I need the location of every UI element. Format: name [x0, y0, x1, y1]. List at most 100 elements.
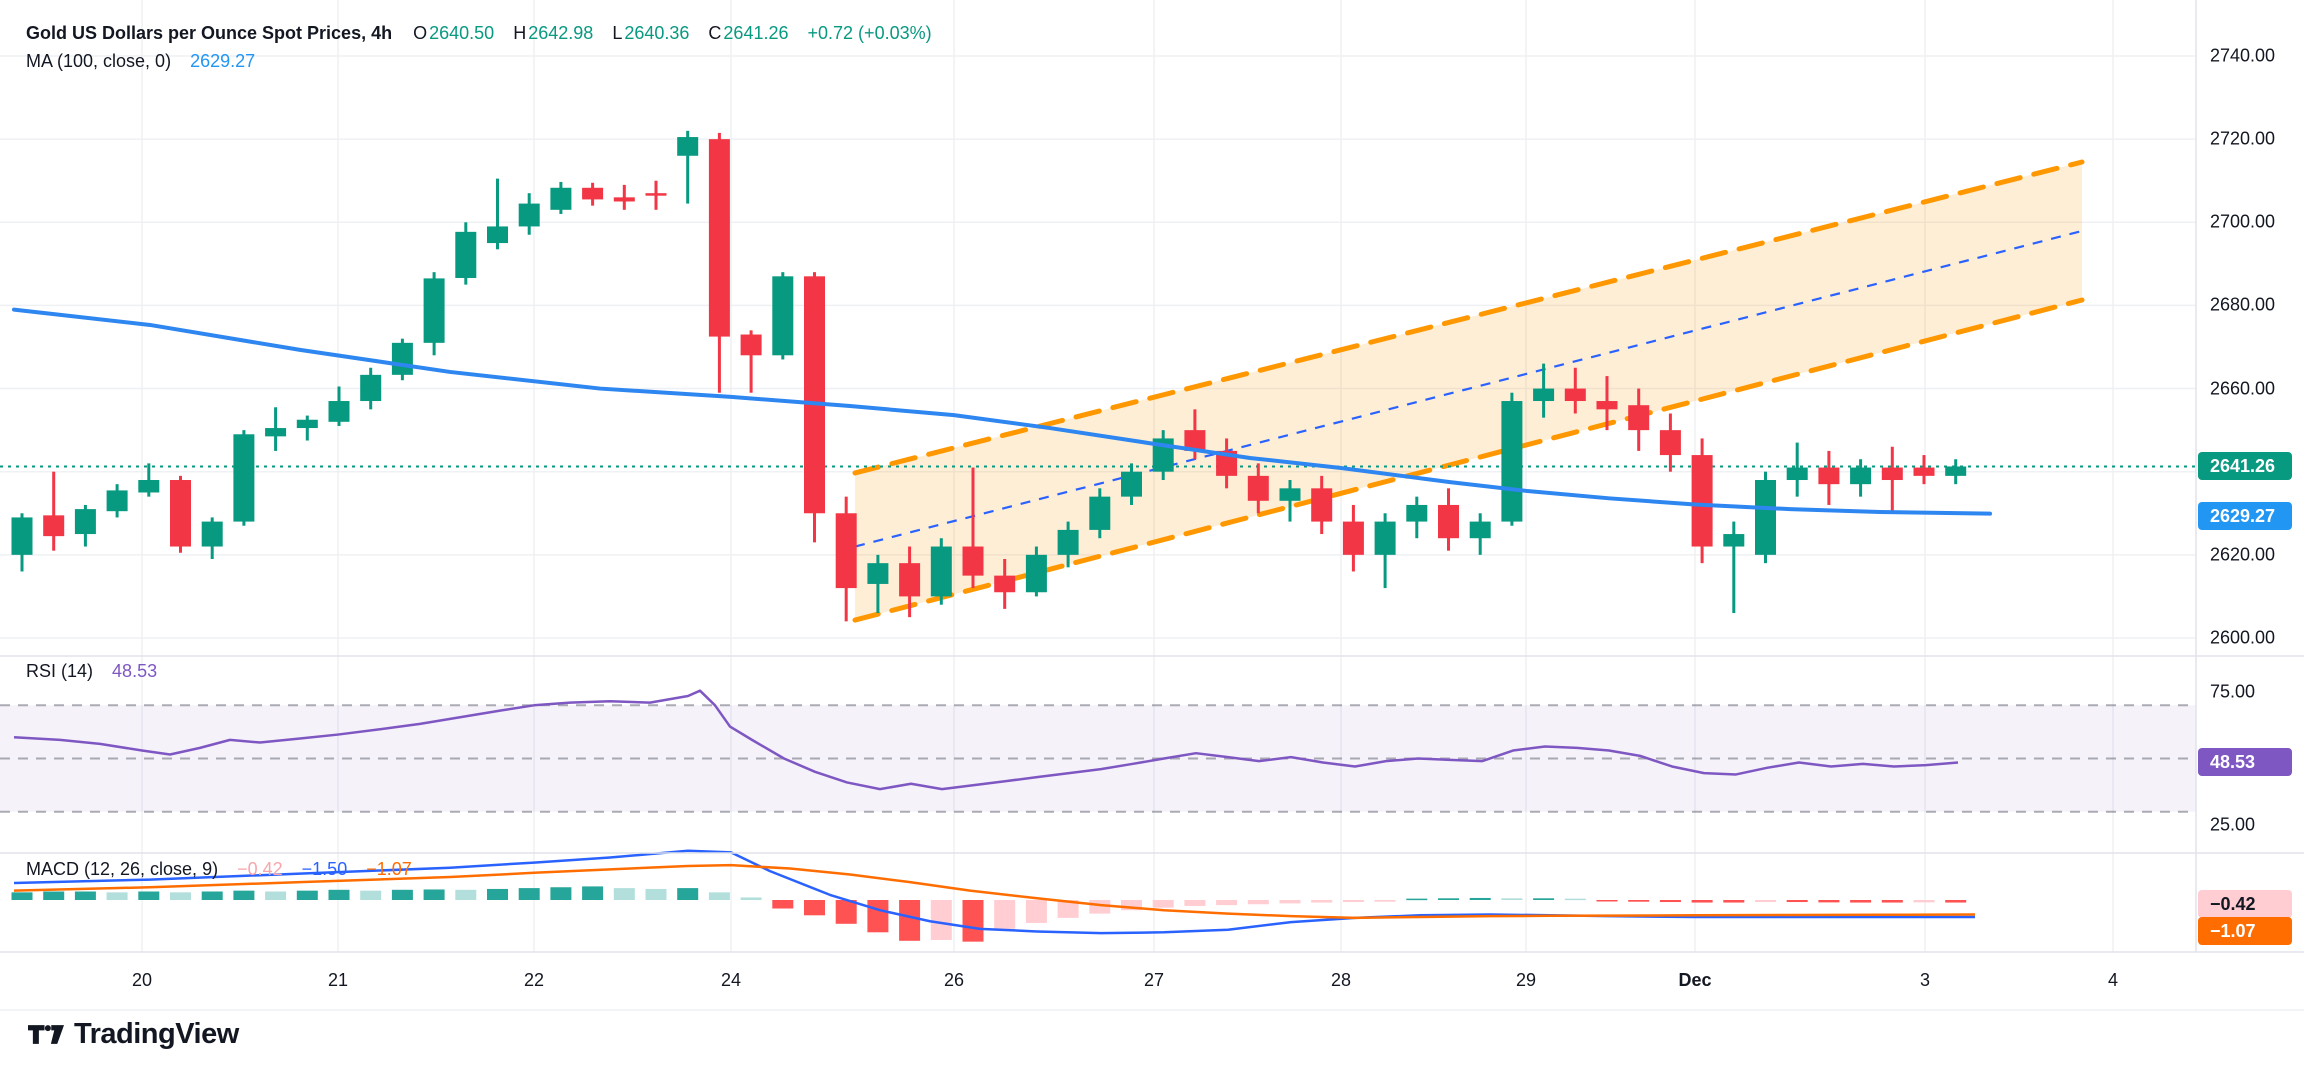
candle-body[interactable] — [677, 137, 699, 156]
time-tick-label: 29 — [1515, 970, 1537, 990]
candle-body[interactable] — [899, 563, 921, 597]
candle-body[interactable] — [1057, 529, 1079, 555]
legend-macd[interactable]: MACD (12, 26, close, 9) −0.42 −1.50 −1.0… — [26, 856, 412, 882]
price-tick-label: 2700.00 — [2210, 211, 2276, 232]
candle-body[interactable] — [645, 193, 667, 196]
candle-body[interactable] — [1374, 521, 1396, 555]
close-value: 2641.26 — [723, 23, 789, 43]
candle-body[interactable] — [835, 513, 857, 589]
candle-body[interactable] — [708, 139, 730, 337]
candle-body[interactable] — [487, 226, 508, 244]
candle-body[interactable] — [930, 546, 952, 597]
candle-body[interactable] — [1247, 475, 1269, 501]
candle-body[interactable] — [962, 546, 984, 576]
candle-wick — [971, 467, 975, 589]
macd-histogram-bar — [1723, 900, 1745, 903]
candle-body[interactable] — [550, 187, 572, 210]
candle-body[interactable] — [170, 480, 191, 547]
candle-body[interactable] — [772, 276, 794, 356]
time-tick-label: 24 — [720, 970, 742, 990]
candle-body[interactable] — [1342, 521, 1364, 555]
candle-body[interactable] — [1786, 467, 1808, 481]
candle-body[interactable] — [582, 187, 604, 200]
candle-body[interactable] — [867, 563, 889, 584]
candle-body[interactable] — [74, 509, 96, 535]
candle-body[interactable] — [994, 575, 1016, 593]
candle-body[interactable] — [423, 278, 445, 343]
candle-body[interactable] — [1881, 467, 1903, 481]
candle-body[interactable] — [804, 276, 825, 514]
legend-ma[interactable]: MA (100, close, 0) 2629.27 — [26, 48, 255, 74]
macd-signal-line[interactable] — [13, 863, 1976, 920]
candle-body[interactable] — [1596, 401, 1618, 410]
ma100-line[interactable] — [12, 307, 1992, 516]
candle-body[interactable] — [1501, 401, 1523, 522]
symbol-title[interactable]: Gold US Dollars per Ounce Spot Prices, 4… — [26, 23, 393, 43]
candle-body[interactable] — [265, 428, 287, 437]
candle-body[interactable] — [360, 374, 382, 402]
macd-histogram-bar — [804, 900, 825, 916]
candle-body[interactable] — [1818, 467, 1840, 485]
candle-body[interactable] — [1723, 534, 1745, 547]
channel-upper-line[interactable] — [852, 159, 2085, 476]
channel-lower-line[interactable] — [852, 297, 2085, 623]
macd-histogram-bar — [835, 900, 857, 924]
candle-body[interactable] — [1089, 496, 1111, 530]
candle-body[interactable] — [1945, 466, 1967, 476]
open-value: 2640.50 — [429, 23, 495, 43]
macd-histogram-bar — [43, 891, 65, 900]
macd-histogram-bar — [1945, 900, 1967, 903]
candle-wick — [147, 463, 151, 497]
candle-body[interactable] — [1913, 467, 1935, 476]
macd-histogram-bar — [1374, 900, 1396, 902]
legend-rsi[interactable]: RSI (14) 48.53 — [26, 658, 157, 684]
close-label: C — [708, 23, 722, 43]
candle-body[interactable] — [296, 419, 318, 429]
candle-body[interactable] — [1311, 488, 1333, 522]
candle-body[interactable] — [391, 342, 413, 375]
candle-body[interactable] — [43, 515, 65, 537]
macd-histogram-bar — [1057, 900, 1079, 918]
macd-histogram-bar — [328, 889, 350, 900]
tradingview-logo[interactable]: TradingView — [28, 1018, 239, 1051]
candle-body[interactable] — [613, 197, 635, 202]
macd-histogram-bar — [1533, 898, 1555, 900]
candle-body[interactable] — [1659, 430, 1681, 456]
candle-body[interactable] — [328, 401, 350, 422]
candle-body[interactable] — [1025, 554, 1047, 593]
candle-body[interactable] — [1564, 388, 1586, 402]
candle-wick — [876, 554, 880, 614]
candle-body[interactable] — [1406, 504, 1428, 522]
macd-histogram-bar — [1596, 900, 1618, 902]
candle-body[interactable] — [1850, 467, 1872, 485]
candle-body[interactable] — [1469, 521, 1491, 539]
macd-histogram-bar — [11, 892, 33, 900]
candle-body[interactable] — [1121, 471, 1142, 497]
candle-body[interactable] — [201, 521, 223, 547]
candle-body[interactable] — [518, 203, 540, 227]
rsi-value-badge: 48.53 — [2198, 748, 2292, 777]
candle-body[interactable] — [138, 480, 160, 493]
candle-body[interactable] — [1438, 504, 1459, 539]
candle-body[interactable] — [1279, 488, 1301, 501]
candle-body[interactable] — [455, 231, 477, 278]
candle-body[interactable] — [740, 334, 762, 356]
rsi-line[interactable] — [13, 689, 1959, 791]
macd-histogram-bar — [518, 888, 540, 900]
candle-body[interactable] — [233, 434, 255, 522]
candle-wick — [52, 471, 56, 551]
candle-body[interactable] — [1533, 388, 1555, 402]
channel-mid-line[interactable] — [854, 229, 2083, 548]
candle-body[interactable] — [1628, 405, 1650, 431]
candle-body[interactable] — [11, 517, 33, 555]
price-tick-label: 2600.00 — [2210, 627, 2276, 648]
candle-body[interactable] — [1691, 455, 1713, 547]
candle-body[interactable] — [1184, 430, 1206, 451]
price-tick-label: 2680.00 — [2210, 294, 2276, 315]
candle-body[interactable] — [1755, 480, 1776, 555]
macd-histogram-bar — [1438, 898, 1459, 900]
macd-signal-badge: −1.07 — [2198, 917, 2292, 945]
candle-body[interactable] — [106, 490, 128, 512]
